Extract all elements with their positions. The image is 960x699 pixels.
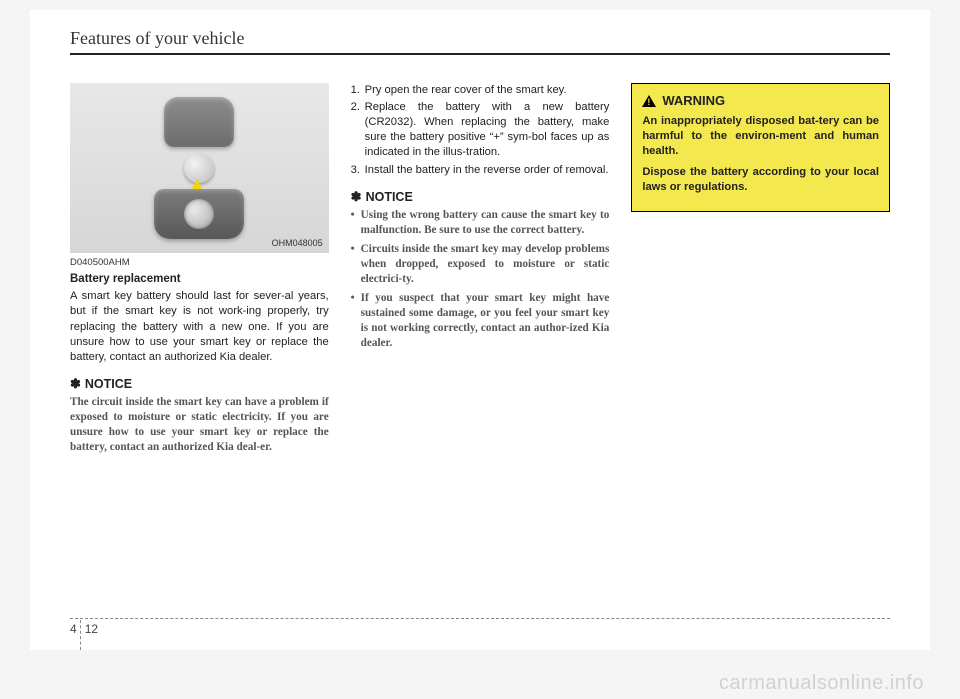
notice-label: NOTICE xyxy=(85,377,132,391)
warning-text-2: Dispose the battery according to your lo… xyxy=(642,165,879,195)
warning-box: WARNING An inappropriately disposed bat-… xyxy=(631,83,890,212)
fob-cover-shape xyxy=(164,97,234,147)
notice-star-icon: ✽ xyxy=(70,376,81,391)
notice-label: NOTICE xyxy=(366,190,413,204)
intro-text: A smart key battery should last for seve… xyxy=(70,289,329,365)
step-text: Install the battery in the reverse order… xyxy=(365,163,610,178)
warning-heading: WARNING xyxy=(642,92,879,110)
warning-triangle-icon xyxy=(642,95,656,107)
bullet-text: Using the wrong battery can cause the sm… xyxy=(361,208,610,238)
content-columns: OHM048005 D040500AHM Battery replacement… xyxy=(70,83,890,463)
subheading: Battery replacement xyxy=(70,272,329,288)
column-2: 1.Pry open the rear cover of the smart k… xyxy=(351,83,610,463)
image-ref-code: D040500AHM xyxy=(70,257,329,270)
bullet-item: •If you suspect that your smart key migh… xyxy=(351,291,610,351)
notice-star-icon: ✽ xyxy=(351,189,362,204)
arrow-up-icon xyxy=(192,179,202,189)
step-item: 3.Install the battery in the reverse ord… xyxy=(351,163,610,178)
bullet-text: If you suspect that your smart key might… xyxy=(361,291,610,351)
chapter-number: 4 xyxy=(70,622,77,636)
bullet-item: •Circuits inside the smart key may devel… xyxy=(351,242,610,287)
section-header: Features of your vehicle xyxy=(70,28,890,55)
page-footer: 4 12 xyxy=(70,618,890,636)
manual-page: Features of your vehicle OHM048005 D0405… xyxy=(30,10,930,650)
page-number: 12 xyxy=(85,622,98,636)
column-1: OHM048005 D040500AHM Battery replacement… xyxy=(70,83,329,463)
figure-code: OHM048005 xyxy=(272,237,323,249)
steps-list: 1.Pry open the rear cover of the smart k… xyxy=(351,83,610,178)
notice-text-1: The circuit inside the smart key can hav… xyxy=(70,395,329,455)
footer-separator xyxy=(80,620,81,650)
notice-bullets: •Using the wrong battery can cause the s… xyxy=(351,208,610,352)
watermark-text: carmanualsonline.info xyxy=(719,672,924,695)
bullet-item: •Using the wrong battery can cause the s… xyxy=(351,208,610,238)
warning-text-1: An inappropriately disposed bat-tery can… xyxy=(642,114,879,159)
step-text: Replace the battery with a new battery (… xyxy=(365,100,610,160)
column-3: WARNING An inappropriately disposed bat-… xyxy=(631,83,890,463)
step-text: Pry open the rear cover of the smart key… xyxy=(365,83,610,98)
key-fob-illustration: OHM048005 xyxy=(70,83,329,253)
bullet-text: Circuits inside the smart key may develo… xyxy=(361,242,610,287)
warning-label: WARNING xyxy=(662,92,725,110)
step-item: 2.Replace the battery with a new battery… xyxy=(351,100,610,160)
notice-heading-1: ✽ NOTICE xyxy=(70,375,329,393)
fob-base-shape xyxy=(154,189,244,239)
warning-body: An inappropriately disposed bat-tery can… xyxy=(642,114,879,196)
notice-heading-2: ✽ NOTICE xyxy=(351,188,610,206)
step-item: 1.Pry open the rear cover of the smart k… xyxy=(351,83,610,98)
